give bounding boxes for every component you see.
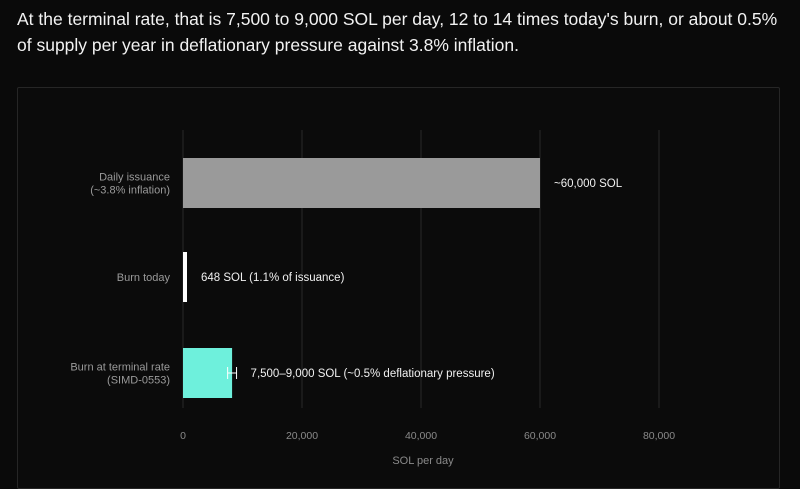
category-label: Daily issuance (~3.8% inflation) — [90, 172, 170, 197]
category-label-line: (~3.8% inflation) — [90, 185, 170, 197]
x-axis-title: SOL per day — [392, 455, 454, 467]
x-tick-label: 0 — [180, 430, 186, 442]
x-tick-label: 80,000 — [643, 430, 675, 442]
bar — [183, 252, 187, 302]
category-label-line: Daily issuance — [99, 172, 170, 184]
category-label: Burn today — [117, 272, 171, 284]
bar-value-label: 648 SOL (1.1% of issuance) — [201, 272, 345, 284]
x-tick-label: 40,000 — [405, 430, 437, 442]
category-label-line: Burn at terminal rate — [70, 362, 170, 374]
category-label: Burn at terminal rate (SIMD-0553) — [70, 362, 170, 387]
bar-value-label: 7,500–9,000 SOL (~0.5% deflationary pres… — [251, 368, 495, 380]
x-axis-ticks: 0 20,000 40,000 60,000 80,000 — [180, 430, 675, 442]
category-label-line: Burn today — [117, 272, 171, 284]
bar-value-label: ~60,000 SOL — [554, 178, 623, 190]
bars — [183, 158, 540, 398]
category-label-line: (SIMD-0553) — [107, 375, 170, 387]
bar — [183, 348, 233, 398]
chart-panel: ~60,000 SOL Daily issuance (~3.8% inflatio… — [17, 87, 780, 489]
bar — [183, 158, 540, 208]
x-tick-label: 60,000 — [524, 430, 556, 442]
x-tick-label: 20,000 — [286, 430, 318, 442]
intro-paragraph: At the terminal rate, that is 7,500 to 9… — [17, 9, 778, 55]
bar-chart: ~60,000 SOL Daily issuance (~3.8% inflatio… — [70, 130, 675, 467]
labels: ~60,000 SOL Daily issuance (~3.8% inflatio… — [70, 172, 622, 387]
